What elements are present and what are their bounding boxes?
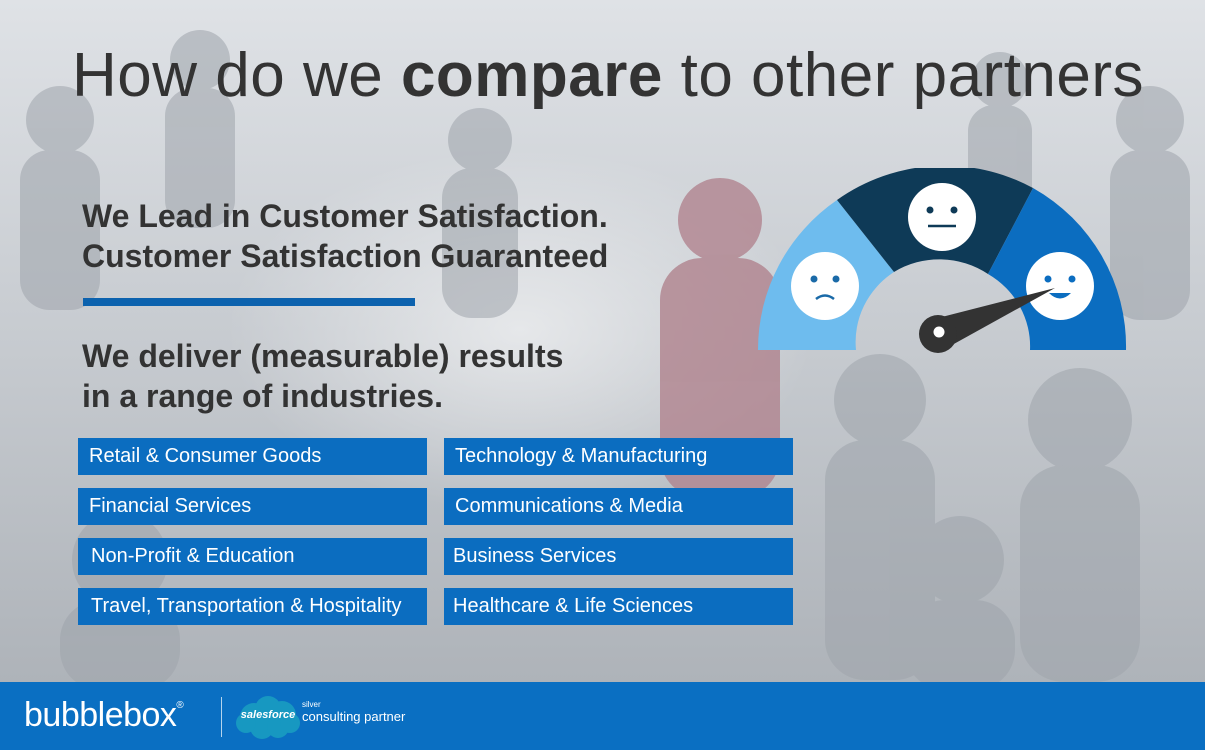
satisfaction-statement: We Lead in Customer Satisfaction. Custom… bbox=[82, 196, 722, 276]
footer-bar: bubblebox® salesforce silver consulting … bbox=[0, 682, 1205, 750]
happy-face-icon bbox=[1026, 252, 1094, 320]
gauge-needle bbox=[919, 288, 1055, 353]
industry-retail: Retail & Consumer Goods bbox=[78, 438, 427, 475]
partner-tier: silver bbox=[302, 700, 321, 709]
results-line-1: We deliver (measurable) results bbox=[82, 338, 564, 374]
industry-healthcare: Healthcare & Life Sciences bbox=[444, 588, 793, 625]
satisfaction-gauge bbox=[758, 168, 1127, 353]
industry-business: Business Services bbox=[444, 538, 793, 575]
industry-nonprofit: Non-Profit & Education bbox=[78, 538, 427, 575]
salesforce-logo: salesforce bbox=[236, 695, 300, 746]
salesforce-wordmark: salesforce bbox=[240, 709, 296, 721]
results-statement: We deliver (measurable) results in a ran… bbox=[82, 336, 722, 416]
industry-technology: Technology & Manufacturing bbox=[444, 438, 793, 475]
salesforce-cloud-icon bbox=[236, 696, 300, 739]
page-title: How do we compare to other partners bbox=[72, 41, 1145, 110]
sad-face-icon bbox=[791, 252, 859, 320]
partner-label: consulting partner bbox=[302, 709, 406, 724]
results-line-2: in a range of industries. bbox=[82, 378, 443, 414]
industry-travel: Travel, Transportation & Hospitality bbox=[78, 588, 427, 625]
bubblebox-logo: bubblebox® bbox=[24, 696, 184, 734]
neutral-face-icon bbox=[908, 183, 976, 251]
satisfaction-line-1: We Lead in Customer Satisfaction. bbox=[82, 198, 608, 234]
section-divider bbox=[83, 298, 415, 306]
industry-financial: Financial Services bbox=[78, 488, 427, 525]
footer-separator bbox=[221, 697, 222, 737]
industry-communications: Communications & Media bbox=[444, 488, 793, 525]
satisfaction-line-2: Customer Satisfaction Guaranteed bbox=[82, 238, 609, 274]
industry-list: Retail & Consumer Goods Technology & Man… bbox=[78, 438, 794, 628]
